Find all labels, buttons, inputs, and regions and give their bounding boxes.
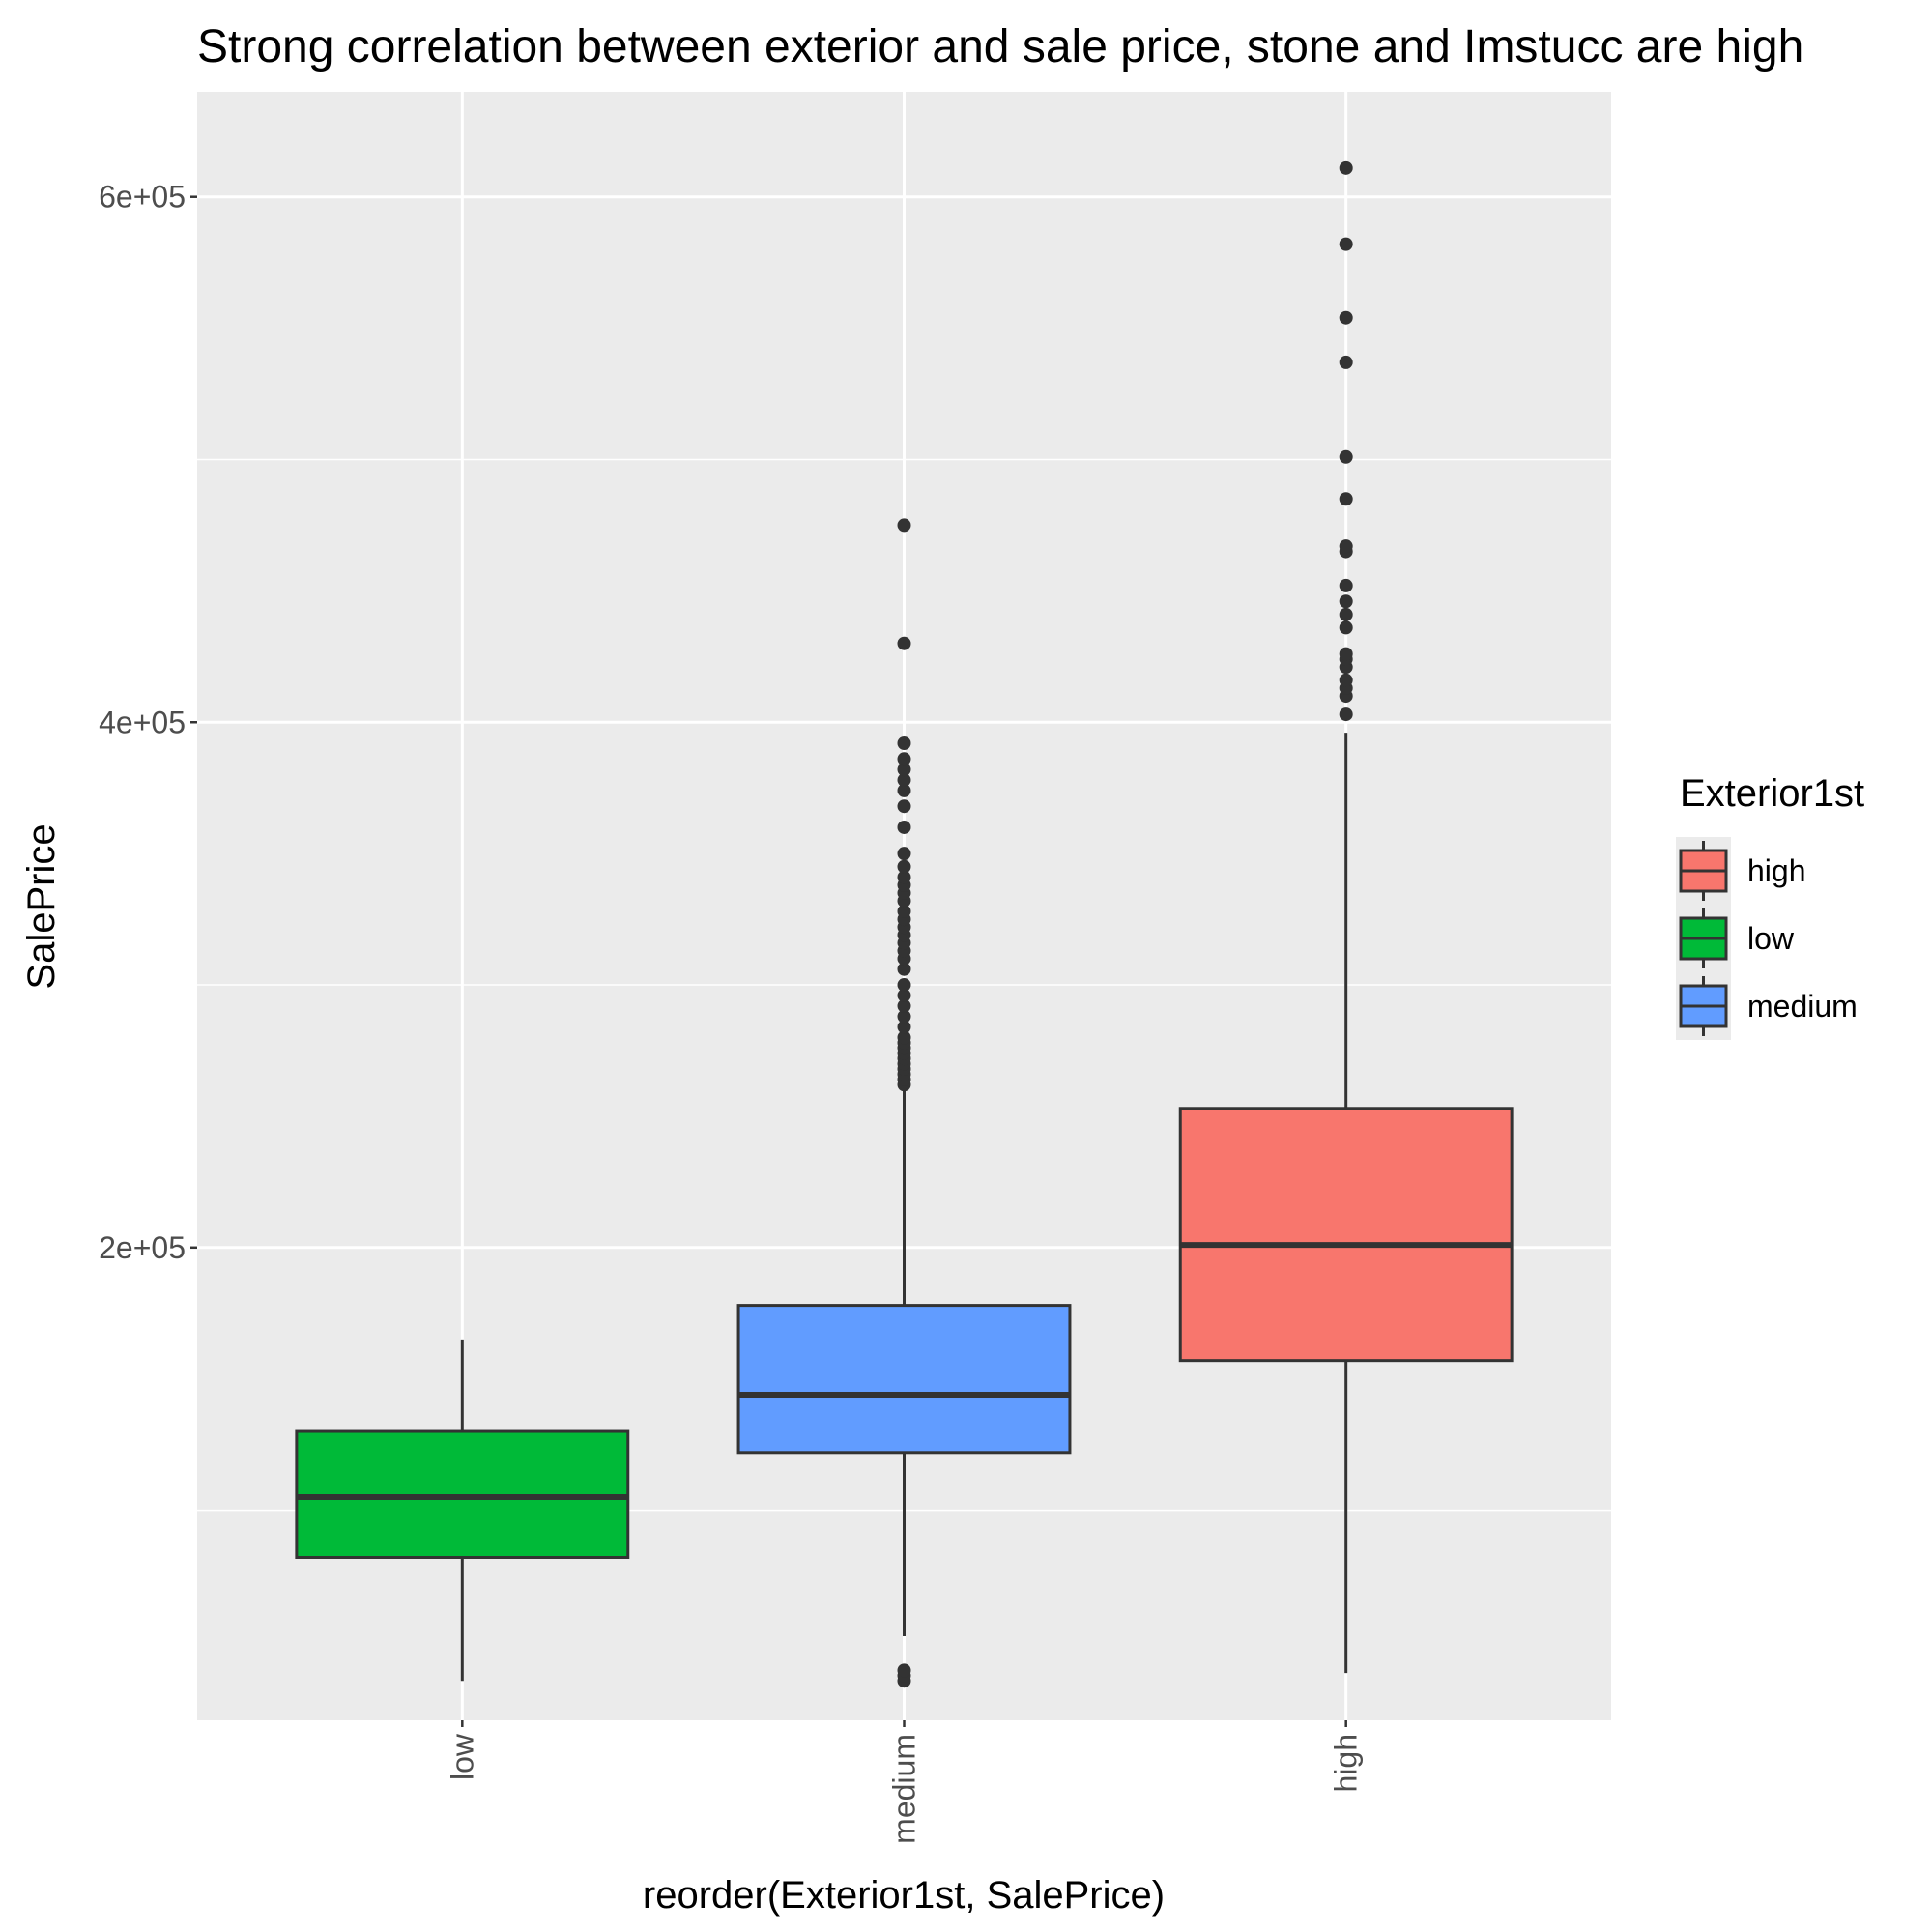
box-group-medium (736, 518, 1072, 1688)
outlier-point (897, 988, 911, 1002)
outlier-point (897, 773, 911, 788)
outlier-point (897, 1020, 911, 1034)
legend-items: high low medium (1676, 837, 1858, 1040)
box-group-high (1178, 160, 1514, 1674)
y-tick-label: 2e+05 (99, 1230, 186, 1265)
legend-item-high: high (1679, 841, 1806, 901)
outlier-point (897, 799, 911, 814)
outlier-point (897, 1009, 911, 1024)
y-tick-label: 4e+05 (99, 705, 186, 739)
outlier-point (897, 904, 911, 918)
legend: Exterior1st high low medium (1676, 772, 1864, 1040)
outlier-point (897, 1663, 911, 1678)
box-medium (736, 1304, 1072, 1455)
legend-title: Exterior1st (1680, 772, 1864, 815)
x-tick-label-medium: medium (887, 1734, 922, 1844)
legend-item-medium: medium (1679, 976, 1858, 1036)
outlier-point (897, 870, 911, 884)
outlier-point (897, 998, 911, 1013)
outlier-point (897, 752, 911, 766)
outlier-point (897, 859, 911, 874)
x-tick-label-low: low (445, 1733, 479, 1780)
outlier-point (1339, 449, 1353, 464)
y-axis: 2e+05 4e+05 6e+05 (99, 180, 197, 1265)
outlier-point (1339, 355, 1353, 369)
chart-title: Strong correlation between exterior and … (197, 21, 1803, 72)
outlier-point (1339, 492, 1353, 506)
outlier-point (1339, 707, 1353, 722)
legend-label-low: low (1747, 921, 1795, 956)
boxes-layer (295, 160, 1514, 1688)
outlier-point (1339, 647, 1353, 661)
outlier-point (1339, 594, 1353, 609)
outlier-point (1339, 539, 1353, 554)
outlier-point (897, 978, 911, 993)
legend-label-high: high (1747, 853, 1806, 888)
legend-label-medium: medium (1747, 989, 1858, 1024)
outlier-point (897, 736, 911, 750)
outlier-point (897, 518, 911, 533)
outlier-point (1339, 310, 1353, 325)
outlier-point (897, 962, 911, 976)
legend-item-low: low (1679, 908, 1795, 968)
outlier-point (1339, 160, 1353, 175)
outlier-point (1339, 237, 1353, 251)
x-axis-title: reorder(Exterior1st, SalePrice) (643, 1874, 1165, 1917)
outlier-point (897, 783, 911, 797)
x-axis: low medium high (445, 1720, 1364, 1844)
outlier-point (1339, 578, 1353, 592)
y-axis-title: SalePrice (20, 823, 63, 989)
box-high (1178, 1107, 1514, 1363)
outlier-point (897, 820, 911, 834)
outlier-point (1339, 607, 1353, 621)
outlier-point (1339, 673, 1353, 687)
outlier-point (897, 636, 911, 650)
outlier-point (897, 847, 911, 861)
outlier-point (1339, 620, 1353, 635)
outlier-point (897, 1030, 911, 1045)
y-tick-label: 6e+05 (99, 180, 186, 215)
outlier-point (897, 763, 911, 777)
x-tick-label-high: high (1329, 1734, 1364, 1793)
box-group-low (295, 1339, 630, 1682)
